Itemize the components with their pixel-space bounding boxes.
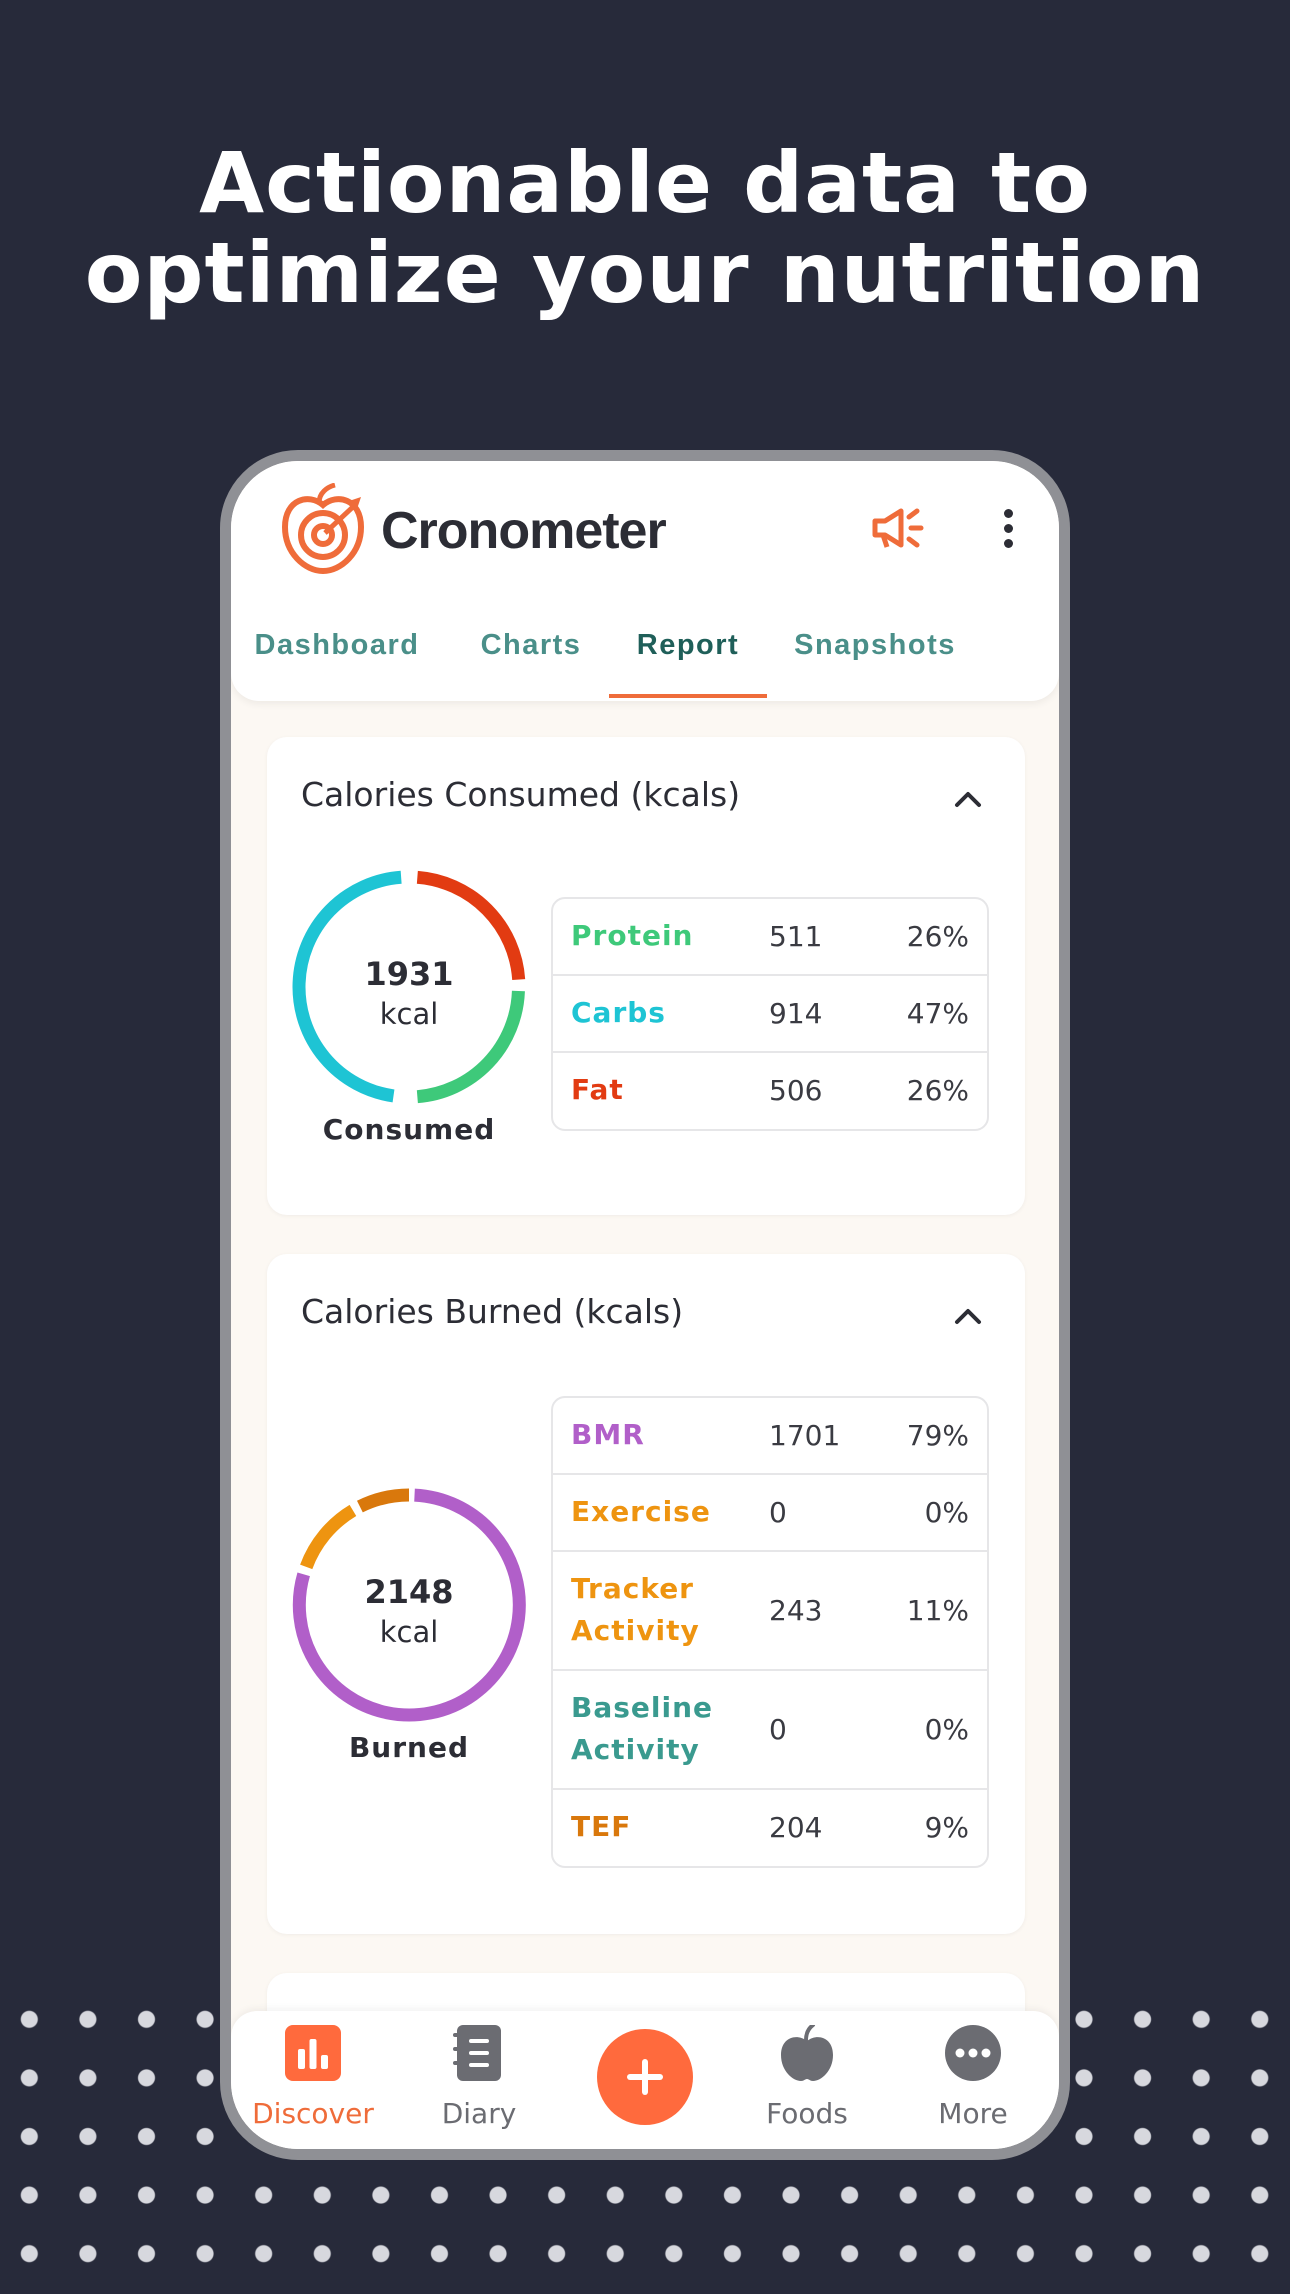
table-row: Protein 511 26% — [553, 899, 987, 976]
tab-bar: Dashboard Charts Report Snapshots — [231, 621, 1059, 701]
row-percent: 0% — [924, 1496, 969, 1529]
table-row: Baseline Activity 0 0% — [553, 1671, 987, 1790]
nav-label: More — [938, 2097, 1008, 2130]
headline: Actionable data to optimize your nutriti… — [0, 138, 1290, 318]
donut-ring — [292, 1488, 526, 1722]
apple-icon — [781, 2025, 833, 2081]
nav-foods[interactable]: Foods — [737, 2011, 877, 2149]
row-name: Fat — [571, 1073, 624, 1106]
app-screen: Cronometer Dashboard Charts Report Snaps… — [231, 461, 1059, 2149]
table-row: Carbs 914 47% — [553, 976, 987, 1053]
overflow-menu-icon[interactable] — [1001, 509, 1015, 553]
row-name: Carbs — [571, 996, 666, 1029]
bmr-segment — [292, 1488, 526, 1722]
chevron-up-icon[interactable] — [953, 1306, 983, 1326]
carbs-segment — [292, 870, 402, 1103]
row-name: Tracker Activity — [571, 1572, 700, 1647]
burned-unit: kcal — [379, 1615, 439, 1649]
row-percent: 0% — [924, 1713, 969, 1746]
row-name: TEF — [571, 1810, 632, 1843]
consumed-breakdown-table: Protein 511 26% Carbs 914 47% Fat 506 26… — [551, 897, 989, 1131]
active-tab-indicator — [609, 694, 767, 698]
row-value: 914 — [769, 997, 823, 1030]
apple-target-logo-icon — [281, 483, 365, 575]
add-entry-button[interactable] — [597, 2029, 693, 2125]
row-percent: 79% — [906, 1419, 969, 1452]
table-row: Fat 506 26% — [553, 1053, 987, 1129]
protein-segment — [416, 990, 525, 1104]
row-percent: 26% — [906, 1074, 969, 1107]
row-percent: 47% — [906, 997, 969, 1030]
table-row: Exercise 0 0% — [553, 1475, 987, 1552]
row-percent: 9% — [924, 1811, 969, 1844]
table-row: BMR 1701 79% — [553, 1398, 987, 1475]
calories-consumed-card: Calories Consumed (kcals) 1931 kcal Cons… — [267, 737, 1025, 1215]
tab-report[interactable]: Report — [636, 629, 740, 661]
app-header: Cronometer Dashboard Charts Report Snaps… — [231, 461, 1059, 701]
burned-donut-chart: 2148 kcal — [289, 1485, 529, 1725]
burned-caption: Burned — [348, 1731, 470, 1764]
bottom-navigation: Discover Diary — [231, 2011, 1059, 2149]
consumed-caption: Consumed — [322, 1113, 496, 1146]
donut-ring — [292, 870, 526, 1104]
headline-line-1: Actionable data to — [199, 134, 1091, 232]
row-value: 0 — [769, 1713, 787, 1746]
card-title: Calories Consumed (kcals) — [301, 775, 741, 814]
table-row: TEF 204 9% — [553, 1790, 987, 1866]
tab-charts[interactable]: Charts — [480, 629, 582, 661]
nav-label: Discover — [252, 2097, 374, 2130]
table-row: Tracker Activity 243 11% — [553, 1552, 987, 1671]
row-name: Baseline Activity — [571, 1691, 714, 1766]
tab-snapshots[interactable]: Snapshots — [794, 629, 956, 661]
nav-label: Diary — [441, 2097, 517, 2130]
burned-total: 2148 — [364, 1573, 454, 1611]
row-value: 243 — [769, 1594, 823, 1627]
calories-burned-card: Calories Burned (kcals) 2148 kcal Burned… — [267, 1254, 1025, 1934]
tab-dashboard[interactable]: Dashboard — [254, 629, 420, 661]
row-percent: 11% — [906, 1594, 969, 1627]
tef-segment — [356, 1488, 410, 1513]
row-value: 204 — [769, 1811, 823, 1844]
row-value: 0 — [769, 1496, 787, 1529]
app-logo-text: Cronometer — [381, 502, 667, 560]
nav-discover[interactable]: Discover — [243, 2011, 383, 2149]
nav-more[interactable]: More — [903, 2011, 1043, 2149]
tracker-activity-segment — [300, 1504, 357, 1570]
consumed-unit: kcal — [379, 997, 439, 1031]
bar-chart-icon — [285, 2025, 341, 2081]
megaphone-icon[interactable] — [871, 503, 931, 553]
nav-label: Foods — [766, 2097, 848, 2130]
notebook-icon — [453, 2025, 501, 2081]
chevron-up-icon[interactable] — [953, 789, 983, 809]
more-icon — [945, 2025, 1001, 2081]
headline-line-2: optimize your nutrition — [84, 224, 1206, 322]
row-name: BMR — [571, 1418, 645, 1451]
row-percent: 26% — [906, 920, 969, 953]
burned-breakdown-table: BMR 1701 79% Exercise 0 0% Tracker Activi… — [551, 1396, 989, 1868]
fat-segment — [416, 870, 526, 981]
row-name: Protein — [571, 919, 694, 952]
consumed-donut-chart: 1931 kcal — [289, 867, 529, 1107]
nav-diary[interactable]: Diary — [409, 2011, 549, 2149]
row-value: 506 — [769, 1074, 823, 1107]
phone-frame: Cronometer Dashboard Charts Report Snaps… — [220, 450, 1070, 2160]
card-title: Calories Burned (kcals) — [301, 1292, 684, 1331]
row-value: 1701 — [769, 1419, 841, 1452]
consumed-total: 1931 — [364, 955, 454, 993]
row-name: Exercise — [571, 1495, 711, 1528]
plus-icon — [627, 2059, 663, 2095]
row-value: 511 — [769, 920, 823, 953]
